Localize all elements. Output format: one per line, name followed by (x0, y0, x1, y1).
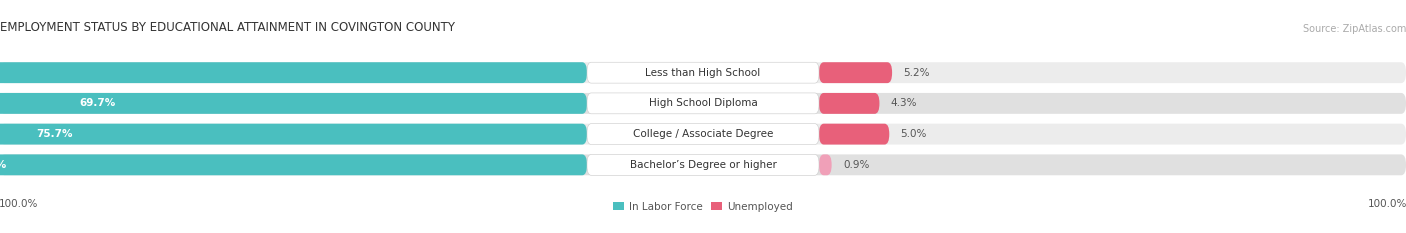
FancyBboxPatch shape (588, 154, 818, 175)
FancyBboxPatch shape (0, 124, 588, 144)
Text: 69.7%: 69.7% (79, 98, 115, 108)
FancyBboxPatch shape (0, 93, 588, 114)
Text: 5.0%: 5.0% (901, 129, 927, 139)
FancyBboxPatch shape (818, 62, 893, 83)
FancyBboxPatch shape (588, 62, 818, 83)
FancyBboxPatch shape (0, 62, 588, 83)
FancyBboxPatch shape (818, 93, 880, 114)
Text: 85.2%: 85.2% (0, 160, 6, 170)
FancyBboxPatch shape (0, 154, 1406, 175)
Legend: In Labor Force, Unemployed: In Labor Force, Unemployed (609, 197, 797, 216)
FancyBboxPatch shape (0, 93, 1406, 114)
Text: 100.0%: 100.0% (1368, 199, 1406, 209)
Text: Less than High School: Less than High School (645, 68, 761, 78)
Text: High School Diploma: High School Diploma (648, 98, 758, 108)
Text: 100.0%: 100.0% (0, 199, 38, 209)
FancyBboxPatch shape (0, 62, 1406, 83)
FancyBboxPatch shape (818, 124, 890, 144)
FancyBboxPatch shape (818, 154, 832, 175)
Text: 75.7%: 75.7% (37, 129, 73, 139)
Text: 4.3%: 4.3% (891, 98, 917, 108)
Text: EMPLOYMENT STATUS BY EDUCATIONAL ATTAINMENT IN COVINGTON COUNTY: EMPLOYMENT STATUS BY EDUCATIONAL ATTAINM… (0, 21, 456, 34)
FancyBboxPatch shape (0, 124, 1406, 144)
Text: Source: ZipAtlas.com: Source: ZipAtlas.com (1302, 24, 1406, 34)
Text: College / Associate Degree: College / Associate Degree (633, 129, 773, 139)
FancyBboxPatch shape (588, 93, 818, 114)
FancyBboxPatch shape (0, 154, 588, 175)
Text: 5.2%: 5.2% (904, 68, 929, 78)
Text: Bachelor’s Degree or higher: Bachelor’s Degree or higher (630, 160, 776, 170)
Text: 0.9%: 0.9% (844, 160, 869, 170)
FancyBboxPatch shape (588, 124, 818, 144)
